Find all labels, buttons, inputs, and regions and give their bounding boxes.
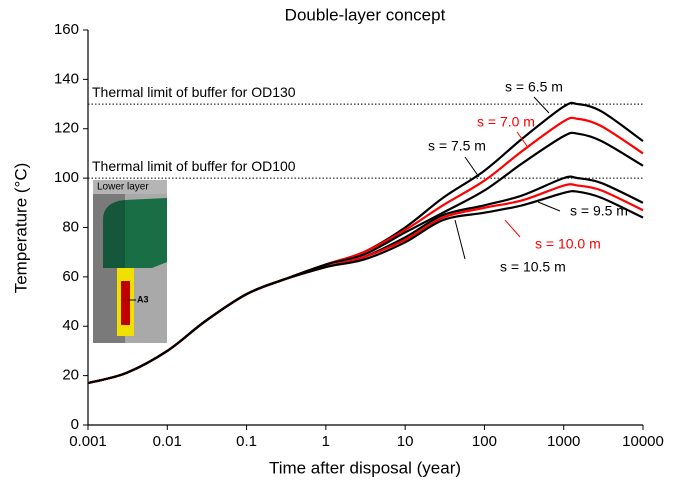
y-tick-label: 80 bbox=[62, 218, 79, 235]
x-tick-label: 1 bbox=[322, 433, 330, 450]
reference-label: Thermal limit of buffer for OD130 bbox=[92, 84, 296, 100]
label-leader bbox=[454, 219, 466, 260]
label-leader bbox=[533, 96, 550, 114]
label-leader bbox=[464, 156, 480, 178]
series-line bbox=[87, 190, 644, 385]
series-label: s = 7.5 m bbox=[428, 138, 486, 154]
y-axis-title: Temperature (°C) bbox=[11, 163, 30, 294]
y-tick-label: 140 bbox=[54, 70, 79, 87]
x-tick-label: 100 bbox=[472, 433, 497, 450]
label-leader bbox=[537, 201, 561, 212]
inset-title: Lower layer bbox=[97, 182, 149, 193]
y-tick-label: 100 bbox=[54, 169, 79, 186]
series-label: s = 7.0 m bbox=[477, 114, 535, 130]
y-tick-label: 20 bbox=[62, 367, 79, 384]
y-tick-label: 40 bbox=[62, 317, 79, 334]
label-leader bbox=[504, 219, 521, 238]
inset-core bbox=[121, 281, 130, 325]
inset: Lower layer A3 bbox=[93, 180, 167, 343]
y-tick-label: 0 bbox=[71, 416, 79, 433]
y-tick-label: 60 bbox=[62, 268, 79, 285]
inset-label: A3 bbox=[137, 294, 149, 304]
x-tick-label: 1000 bbox=[547, 433, 580, 450]
x-axis-title: Time after disposal (year) bbox=[269, 458, 461, 477]
series-line bbox=[87, 175, 644, 385]
x-tick-label: 10 bbox=[397, 433, 414, 450]
series-line bbox=[87, 183, 644, 385]
chart-title: Double-layer concept bbox=[285, 5, 446, 24]
series-label: s = 9.5 m bbox=[570, 203, 628, 219]
series-label: s = 6.5 m bbox=[505, 79, 563, 95]
x-tick-label: 10000 bbox=[622, 433, 664, 450]
inset-header bbox=[93, 180, 167, 194]
inset-buffer-shade bbox=[103, 200, 125, 268]
label-leader bbox=[516, 131, 528, 147]
y-tick-label: 120 bbox=[54, 120, 79, 137]
y-tick-label: 160 bbox=[54, 21, 79, 38]
x-tick-label: 0.001 bbox=[69, 433, 107, 450]
series-label: s = 10.0 m bbox=[535, 236, 601, 252]
x-tick-label: 0.01 bbox=[153, 433, 182, 450]
reference-label: Thermal limit of buffer for OD100 bbox=[92, 158, 296, 174]
series-label: s = 10.5 m bbox=[500, 259, 566, 275]
x-tick-label: 0.1 bbox=[236, 433, 257, 450]
